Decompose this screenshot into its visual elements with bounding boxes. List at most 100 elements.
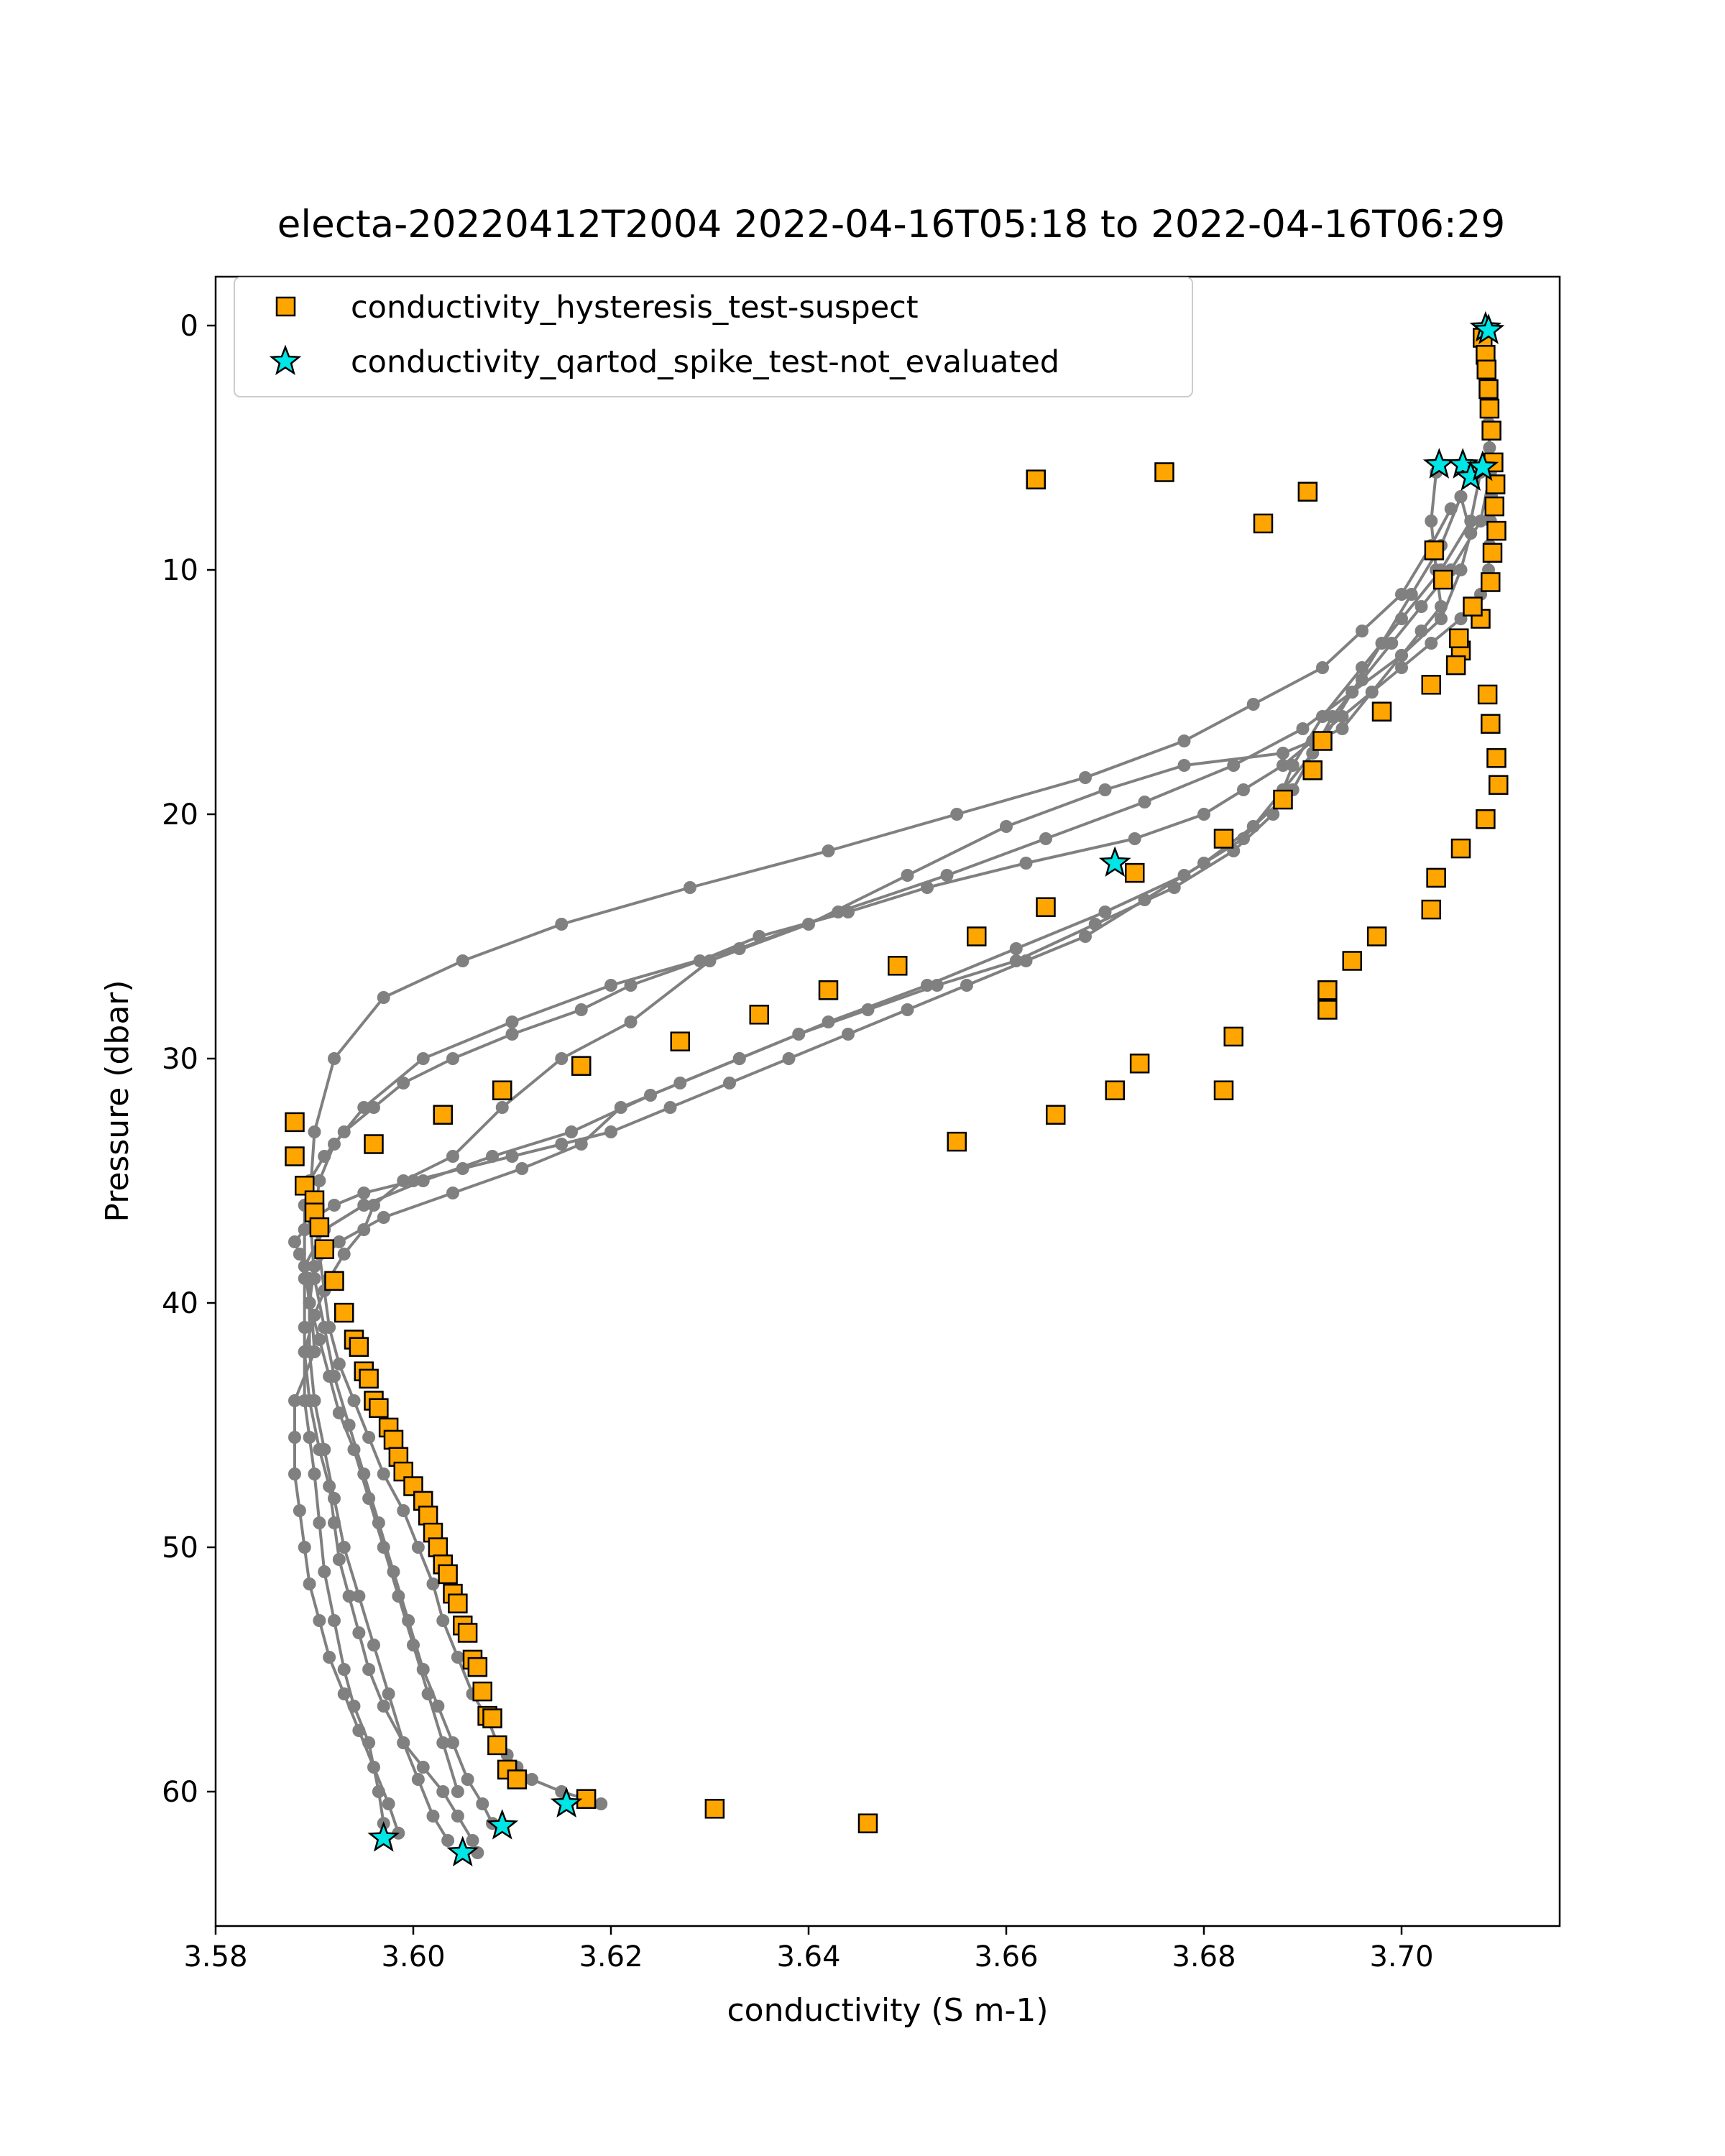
profile-point: [411, 1773, 425, 1786]
y-axis-ticks: 0 10 20 30 40 50 60: [162, 310, 216, 1809]
profile-point: [555, 918, 569, 931]
profile-point: [411, 1541, 425, 1554]
suspect-marker: [428, 1537, 448, 1557]
profile-point: [1414, 600, 1428, 613]
not-evaluated-marker: [1098, 846, 1131, 877]
profile-point: [298, 1223, 311, 1236]
profile-point: [1276, 759, 1289, 772]
profile-point: [362, 1663, 376, 1676]
profile-point: [392, 1590, 405, 1603]
profile-point: [318, 1443, 331, 1456]
suspect-marker: [1129, 1054, 1150, 1074]
y-axis-label: Pressure (dbar): [99, 980, 136, 1222]
profile-point: [308, 1345, 321, 1358]
suspect-marker: [1484, 496, 1504, 517]
not-evaluated-marker: [367, 1821, 400, 1852]
profile-point: [357, 1187, 371, 1199]
suspect-marker: [314, 1239, 334, 1259]
profile-point: [367, 1101, 380, 1114]
profile-point: [308, 1394, 321, 1407]
profile-point: [960, 979, 973, 992]
profile-point: [565, 1125, 578, 1138]
suspect-marker: [1424, 540, 1445, 561]
suspect-marker: [1366, 926, 1387, 946]
profile-point: [328, 1614, 341, 1627]
x-axis-ticks: 3.58 3.60 3.62 3.64 3.66 3.68 3.70: [183, 1926, 1434, 1973]
chart-title: electa-20220412T2004 2022-04-16T05:18 to…: [277, 203, 1505, 247]
profile-point: [505, 1015, 519, 1028]
profile-point: [732, 942, 746, 955]
profile-point: [416, 1174, 430, 1187]
profile-point: [486, 1150, 499, 1163]
suspect-marker: [285, 1146, 305, 1166]
profile-point: [362, 1492, 376, 1505]
profile-point: [1296, 722, 1310, 735]
x-tick-label: 3.70: [1369, 1940, 1433, 1973]
profile-point: [663, 1101, 677, 1114]
profile-point: [397, 1504, 410, 1517]
profile-point: [367, 1639, 380, 1651]
profile-point: [451, 1785, 464, 1798]
profile-point: [347, 1394, 361, 1407]
suspect-marker: [349, 1337, 369, 1357]
suspect-marker: [418, 1506, 438, 1526]
profile-point: [303, 1431, 316, 1444]
profile-point: [1079, 930, 1092, 943]
profile-point: [1019, 857, 1033, 870]
suspect-marker: [1445, 655, 1466, 676]
profile-point: [782, 1052, 796, 1065]
profile-point: [604, 979, 617, 992]
profile-point: [1454, 563, 1468, 576]
x-tick-label: 3.58: [183, 1940, 247, 1973]
not-evaluated-marker: [446, 1835, 479, 1867]
profile-point: [446, 1736, 459, 1749]
profile-point: [940, 869, 954, 882]
suspect-marker: [670, 1031, 690, 1051]
profile-point: [337, 1541, 351, 1554]
profile-point: [308, 1260, 321, 1273]
suspect-marker: [1046, 1105, 1066, 1125]
profile-point: [352, 1626, 366, 1639]
profile-point: [303, 1296, 316, 1309]
suspect-marker: [1486, 520, 1506, 541]
y-tick-label: 60: [162, 1776, 198, 1809]
profile-point: [1375, 637, 1389, 650]
profile-point: [1346, 686, 1359, 699]
profile-point: [318, 1321, 331, 1334]
suspect-marker: [1426, 867, 1446, 888]
profile-point: [293, 1504, 306, 1517]
suspect-marker: [1213, 829, 1234, 849]
profile-point: [426, 1810, 440, 1823]
profile-point: [1246, 698, 1260, 711]
suspect-marker: [334, 1302, 354, 1323]
suspect-marker: [576, 1789, 597, 1809]
profile-point: [337, 1687, 351, 1700]
suspect-marker: [433, 1105, 453, 1125]
profile-point: [723, 1077, 736, 1089]
y-tick-label: 20: [162, 798, 198, 831]
profile-point: [456, 954, 469, 967]
profile-point: [1079, 771, 1092, 784]
profile-point: [332, 1235, 346, 1248]
suspect-marker: [967, 926, 987, 946]
suspect-marker: [1213, 1080, 1234, 1100]
y-tick-label: 50: [162, 1531, 198, 1565]
profile-point: [323, 1370, 336, 1383]
profile-point: [377, 1700, 390, 1713]
profile-point: [288, 1431, 301, 1444]
profile-point: [684, 881, 696, 894]
profile-point: [1395, 588, 1408, 601]
profile-point: [525, 1773, 538, 1786]
suspect-marker: [1154, 462, 1174, 482]
suspect-marker: [472, 1681, 492, 1702]
profile-point: [1237, 783, 1250, 796]
profile-point: [555, 1052, 569, 1065]
profile-point: [451, 1651, 464, 1664]
suspect-marker: [1125, 862, 1145, 883]
profile-point: [1335, 722, 1349, 735]
suspect-marker: [364, 1134, 384, 1154]
profile-point: [451, 1810, 464, 1823]
profile-point: [313, 1174, 326, 1187]
profile-point: [337, 1663, 351, 1676]
